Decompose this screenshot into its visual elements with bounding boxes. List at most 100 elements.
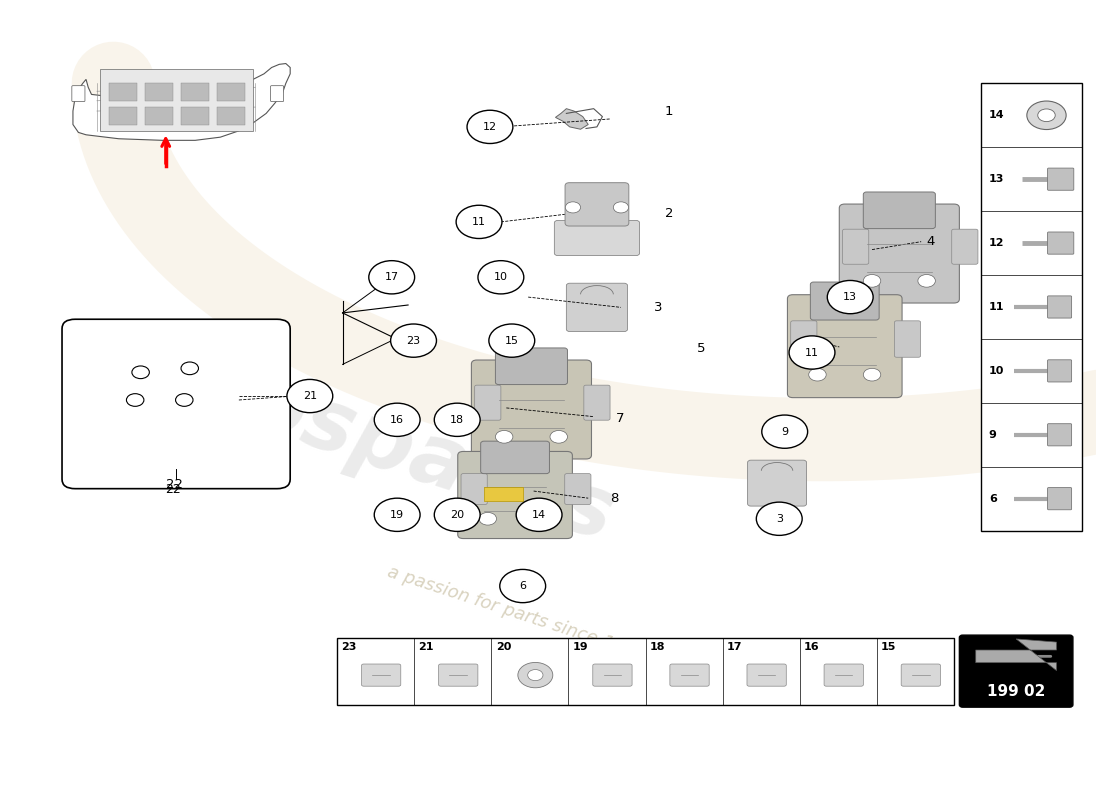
Circle shape — [132, 366, 150, 378]
Text: 8: 8 — [610, 493, 618, 506]
Circle shape — [516, 498, 562, 531]
FancyBboxPatch shape — [217, 83, 245, 101]
FancyBboxPatch shape — [864, 192, 935, 229]
Text: 2: 2 — [664, 207, 673, 221]
FancyBboxPatch shape — [564, 474, 591, 505]
Circle shape — [182, 362, 198, 374]
Circle shape — [917, 274, 935, 287]
Text: 13: 13 — [844, 292, 857, 302]
Circle shape — [614, 202, 628, 213]
Text: 17: 17 — [385, 272, 399, 282]
FancyBboxPatch shape — [1047, 360, 1071, 382]
FancyBboxPatch shape — [145, 107, 174, 125]
FancyBboxPatch shape — [484, 487, 522, 502]
Circle shape — [757, 502, 802, 535]
Text: 15: 15 — [505, 336, 519, 346]
Text: 22: 22 — [166, 478, 183, 491]
Circle shape — [477, 261, 524, 294]
Text: 14: 14 — [989, 110, 1004, 120]
Circle shape — [499, 570, 546, 602]
FancyBboxPatch shape — [788, 294, 902, 398]
FancyBboxPatch shape — [182, 107, 209, 125]
Text: 22: 22 — [165, 483, 182, 496]
Circle shape — [126, 394, 144, 406]
Circle shape — [534, 513, 551, 525]
FancyBboxPatch shape — [439, 664, 477, 686]
Polygon shape — [73, 63, 290, 140]
Text: 19: 19 — [573, 642, 588, 652]
FancyBboxPatch shape — [839, 204, 959, 303]
Circle shape — [864, 368, 881, 381]
FancyBboxPatch shape — [1047, 424, 1071, 446]
Text: a passion for parts since 1985: a passion for parts since 1985 — [385, 563, 649, 664]
FancyArrowPatch shape — [984, 652, 1050, 661]
FancyBboxPatch shape — [894, 321, 921, 358]
Text: 17: 17 — [727, 642, 742, 652]
Text: 3: 3 — [776, 514, 783, 524]
Text: 13: 13 — [989, 174, 1004, 184]
Text: 5: 5 — [697, 342, 706, 355]
Text: 1: 1 — [664, 105, 673, 118]
Text: 20: 20 — [496, 642, 512, 652]
Circle shape — [434, 498, 480, 531]
Text: 15: 15 — [881, 642, 896, 652]
FancyBboxPatch shape — [748, 460, 806, 506]
FancyBboxPatch shape — [72, 86, 85, 102]
FancyBboxPatch shape — [981, 83, 1081, 530]
FancyBboxPatch shape — [901, 664, 940, 686]
Circle shape — [478, 513, 496, 525]
FancyBboxPatch shape — [843, 229, 869, 264]
Polygon shape — [556, 109, 588, 130]
Circle shape — [550, 430, 568, 443]
Text: 19: 19 — [390, 510, 404, 520]
FancyBboxPatch shape — [145, 83, 174, 101]
Text: 10: 10 — [989, 366, 1004, 376]
FancyBboxPatch shape — [747, 664, 786, 686]
FancyBboxPatch shape — [109, 83, 138, 101]
FancyBboxPatch shape — [566, 283, 627, 331]
Text: 11: 11 — [805, 347, 820, 358]
FancyBboxPatch shape — [1047, 487, 1071, 510]
Text: 7: 7 — [616, 412, 624, 425]
FancyBboxPatch shape — [461, 474, 487, 505]
Circle shape — [762, 415, 807, 448]
Text: 12: 12 — [989, 238, 1004, 248]
Text: 16: 16 — [390, 414, 404, 425]
Polygon shape — [976, 639, 1056, 670]
Text: 11: 11 — [989, 302, 1004, 312]
Text: 16: 16 — [804, 642, 820, 652]
Text: 6: 6 — [519, 581, 526, 591]
Text: 10: 10 — [494, 272, 508, 282]
FancyBboxPatch shape — [584, 385, 610, 420]
FancyBboxPatch shape — [472, 360, 592, 459]
Text: 11: 11 — [472, 217, 486, 227]
Text: 6: 6 — [989, 494, 997, 504]
Circle shape — [390, 324, 437, 358]
FancyBboxPatch shape — [481, 441, 550, 474]
FancyBboxPatch shape — [337, 638, 954, 705]
Text: 199 02: 199 02 — [987, 684, 1045, 699]
FancyBboxPatch shape — [554, 221, 639, 255]
Text: 3: 3 — [653, 301, 662, 314]
Text: 20: 20 — [450, 510, 464, 520]
FancyBboxPatch shape — [62, 319, 290, 489]
FancyBboxPatch shape — [182, 83, 209, 101]
Circle shape — [528, 670, 543, 681]
FancyBboxPatch shape — [495, 348, 568, 385]
Circle shape — [434, 403, 480, 437]
Circle shape — [565, 202, 581, 213]
FancyBboxPatch shape — [959, 635, 1072, 707]
FancyBboxPatch shape — [952, 229, 978, 264]
Circle shape — [789, 336, 835, 369]
Text: 21: 21 — [419, 642, 435, 652]
Text: 9: 9 — [781, 426, 789, 437]
Text: 21: 21 — [302, 391, 317, 401]
Circle shape — [488, 324, 535, 358]
FancyBboxPatch shape — [217, 107, 245, 125]
Circle shape — [1026, 101, 1066, 130]
FancyBboxPatch shape — [362, 664, 400, 686]
FancyBboxPatch shape — [1047, 168, 1074, 190]
FancyBboxPatch shape — [1047, 232, 1074, 254]
Text: 23: 23 — [407, 336, 420, 346]
FancyBboxPatch shape — [1047, 296, 1071, 318]
